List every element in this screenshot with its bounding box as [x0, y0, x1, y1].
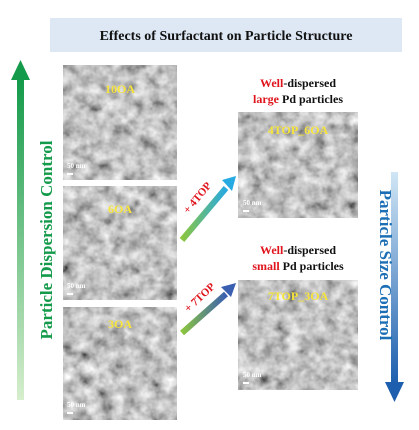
result: Well-dispersed small Pd particles 7TOP_3…	[237, 243, 359, 391]
panel: 6OA 50 nm	[62, 185, 178, 301]
panel: 10OA 50 nm	[62, 64, 178, 181]
panel-label: 7TOP_3OA	[268, 289, 329, 303]
result-heading: large Pd particles	[253, 92, 343, 106]
result-heading: Well-dispersed	[260, 243, 336, 257]
result-heading: Well-dispersed	[260, 76, 336, 90]
result-heading: small Pd particles	[252, 259, 344, 273]
result: Well-dispersed large Pd particles 4TOP_6…	[237, 76, 359, 219]
panel-label: 10OA	[105, 82, 135, 96]
arrow: + 4TOP	[179, 176, 236, 242]
scale-label: 50 nm	[67, 282, 86, 290]
arrow: + 7TOP	[180, 281, 236, 336]
title-bar	[50, 18, 402, 52]
scale-label: 50 nm	[243, 371, 262, 379]
left-label: Particle Dispersion Control	[37, 140, 56, 339]
left-arrow	[17, 78, 24, 400]
panel-label: 4TOP_6OA	[268, 123, 329, 137]
scale-label: 50 nm	[243, 199, 262, 207]
panel-label: 6OA	[108, 202, 132, 216]
panel: 3OA 50 nm	[62, 306, 178, 421]
left-arrow-head	[11, 60, 30, 80]
scale-label: 50 nm	[67, 162, 86, 170]
panel-label: 3OA	[108, 317, 132, 331]
title: Effects of Surfactant on Particle Struct…	[100, 29, 353, 44]
scale-label: 50 nm	[67, 401, 86, 409]
right-label: Particle Size Control	[376, 190, 395, 341]
right-arrow-head	[385, 382, 404, 402]
right-arrow	[391, 172, 398, 384]
